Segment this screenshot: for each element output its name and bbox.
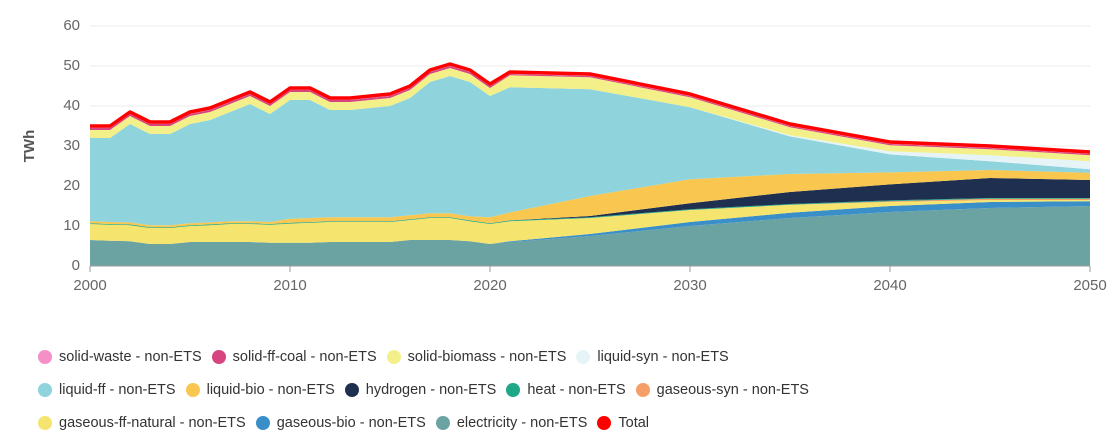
legend-item[interactable]: solid-biomass - non-ETS xyxy=(386,348,567,365)
legend-row: solid-waste - non-ETS solid-ff-coal - non… xyxy=(38,340,819,373)
legend-label: liquid-bio - non-ETS xyxy=(206,381,335,398)
x-tick-label: 2000 xyxy=(73,277,106,294)
legend-marker xyxy=(344,382,359,397)
legend-label: gaseous-syn - non-ETS xyxy=(656,381,809,398)
legend-marker xyxy=(185,382,200,397)
legend-item[interactable]: hydrogen - non-ETS xyxy=(344,381,497,398)
legend-marker xyxy=(506,382,521,397)
legend-item[interactable]: liquid-bio - non-ETS xyxy=(185,381,335,398)
legend-marker xyxy=(597,415,612,430)
legend-marker xyxy=(635,382,650,397)
legend-item[interactable]: heat - non-ETS xyxy=(506,381,626,398)
legend-item[interactable]: gaseous-ff-natural - non-ETS xyxy=(38,415,246,431)
legend-label: gaseous-bio - non-ETS xyxy=(276,414,426,431)
x-tick-label: 2030 xyxy=(673,277,706,294)
area xyxy=(90,68,1090,162)
area xyxy=(90,76,1090,170)
legend-item[interactable]: Total xyxy=(597,415,649,431)
legend-label: Total xyxy=(618,414,650,431)
legend-label: solid-waste - non-ETS xyxy=(59,348,202,365)
legend-label: solid-ff-coal - non-ETS xyxy=(232,348,377,365)
legend-item[interactable]: liquid-ff - non-ETS xyxy=(38,382,176,398)
legend-item[interactable]: solid-waste - non-ETS xyxy=(38,349,202,365)
legend-item[interactable]: electricity - non-ETS xyxy=(435,414,588,431)
legend-label: solid-biomass - non-ETS xyxy=(407,348,567,365)
x-tick-label: 2010 xyxy=(273,277,306,294)
legend-marker xyxy=(386,349,401,364)
legend-marker xyxy=(38,349,52,364)
legend-row: liquid-ff - non-ETS liquid-bio - non-ETS h… xyxy=(38,373,819,406)
area xyxy=(90,170,1090,228)
legend-label: gaseous-ff-natural - non-ETS xyxy=(59,414,246,431)
legend-marker xyxy=(255,415,270,430)
legend-label: electricity - non-ETS xyxy=(456,414,588,431)
legend-item[interactable]: gaseous-bio - non-ETS xyxy=(255,414,426,431)
legend: solid-waste - non-ETS solid-ff-coal - non… xyxy=(38,340,819,439)
legend-row: gaseous-ff-natural - non-ETS gaseous-bio … xyxy=(38,406,819,439)
area xyxy=(90,201,1090,244)
legend-label: heat - non-ETS xyxy=(527,381,626,398)
legend-marker xyxy=(38,415,52,430)
legend-label: liquid-syn - non-ETS xyxy=(597,348,729,365)
x-tick-label: 2020 xyxy=(473,277,506,294)
y-tick-label: 20 xyxy=(63,177,80,194)
legend-label: hydrogen - non-ETS xyxy=(365,381,497,398)
legend-marker xyxy=(576,349,591,364)
area xyxy=(90,178,1090,228)
legend-marker xyxy=(211,349,226,364)
area xyxy=(90,76,1090,226)
legend-marker xyxy=(38,382,52,397)
x-tick-label: 2050 xyxy=(1073,277,1106,294)
total-line xyxy=(90,62,1091,154)
y-tick-label: 10 xyxy=(63,217,80,234)
legend-item[interactable]: solid-ff-coal - non-ETS xyxy=(211,348,377,365)
legend-item[interactable]: gaseous-syn - non-ETS xyxy=(635,381,809,398)
y-tick-label: 50 xyxy=(63,57,80,74)
legend-item[interactable]: liquid-syn - non-ETS xyxy=(576,348,729,365)
y-tick-label: 30 xyxy=(63,137,80,154)
y-tick-label: 60 xyxy=(63,17,80,34)
y-tick-label: 40 xyxy=(63,97,80,114)
y-axis-label: TWh xyxy=(21,130,38,162)
x-tick-label: 2040 xyxy=(873,277,906,294)
area xyxy=(90,200,1090,244)
legend-label: liquid-ff - non-ETS xyxy=(59,381,176,398)
legend-marker xyxy=(435,415,450,430)
y-tick-label: 0 xyxy=(72,257,80,274)
